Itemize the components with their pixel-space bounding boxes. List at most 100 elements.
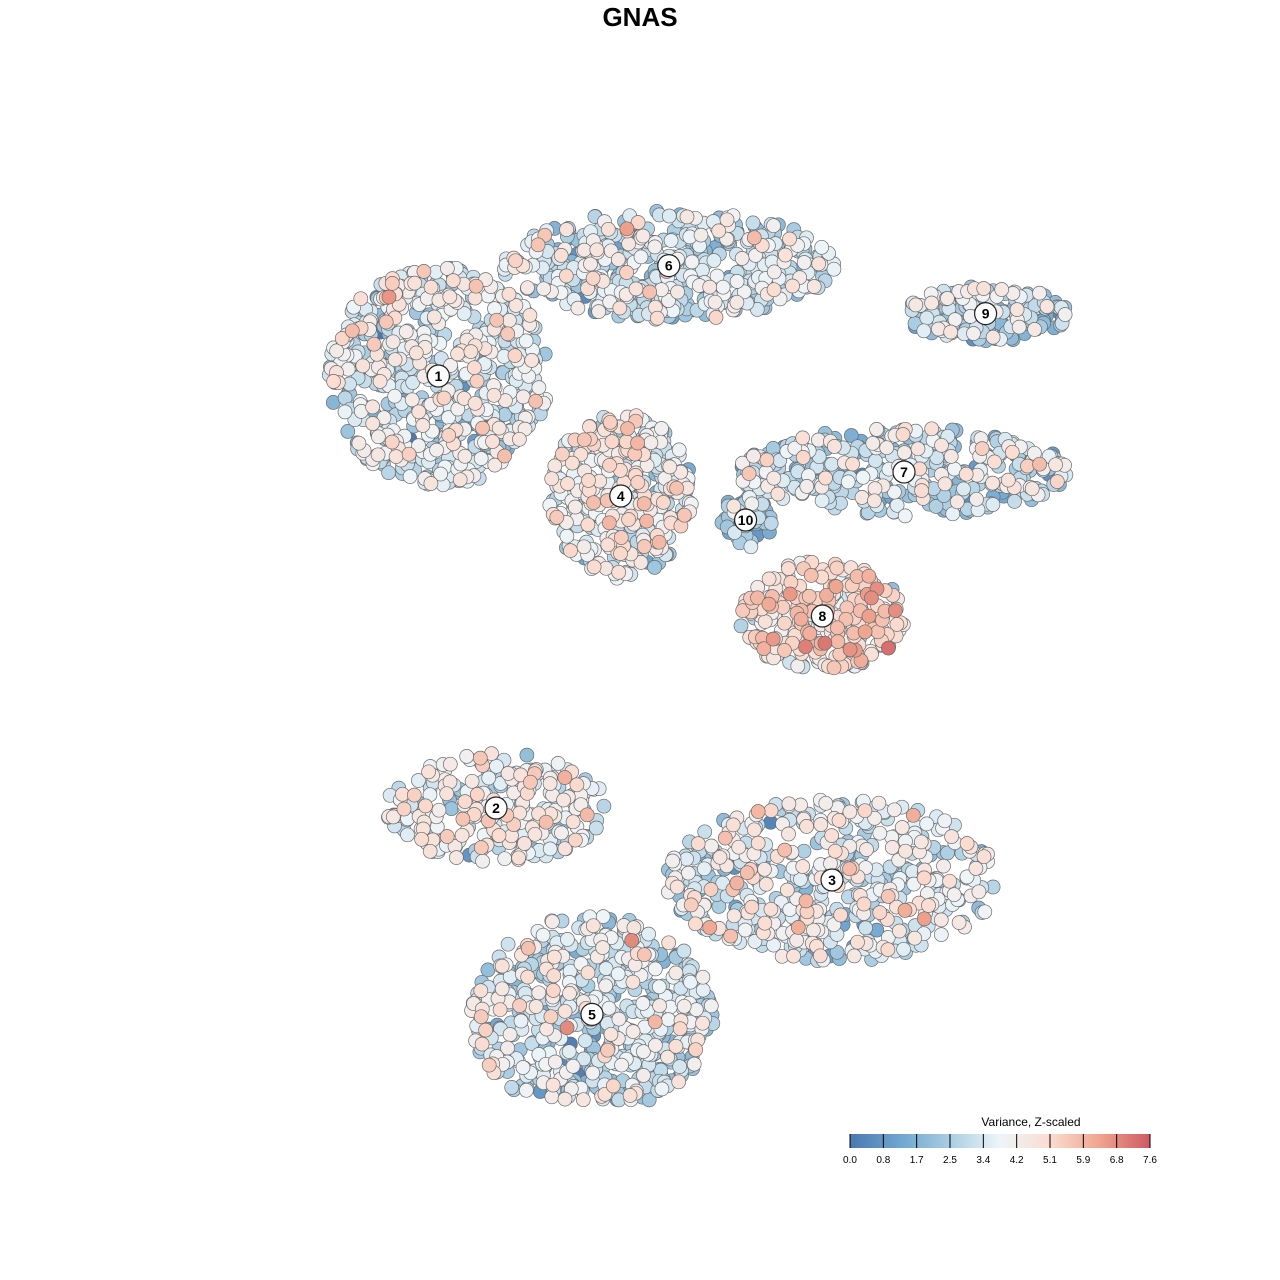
cell-point [491, 828, 507, 843]
cell-point [677, 507, 692, 523]
cell-point [570, 300, 586, 316]
cell-point [384, 434, 400, 450]
cell-point [959, 836, 975, 851]
cell-point [464, 773, 480, 789]
cell-point [406, 787, 422, 803]
cell-point [706, 253, 722, 268]
cell-point [387, 352, 403, 368]
cell-point [402, 469, 418, 484]
cell-point [614, 1057, 629, 1073]
cell-point [813, 817, 829, 832]
cell-point [1011, 319, 1027, 335]
cell-point [365, 416, 381, 431]
cell-point [512, 998, 527, 1013]
cell-point [456, 306, 472, 321]
cell-point [1032, 456, 1047, 472]
colorbar-tick-label: 3.4 [976, 1155, 990, 1166]
cell-point [586, 559, 602, 575]
cell-point [921, 898, 936, 913]
cell-point [519, 747, 535, 763]
cell-point [542, 841, 558, 857]
cell-point [355, 358, 371, 374]
cell-point [576, 242, 592, 258]
cell-point [385, 334, 401, 350]
cluster-label-4: 4 [609, 484, 633, 508]
cell-point [340, 424, 356, 439]
cell-point [366, 336, 382, 352]
cell-point [795, 430, 811, 446]
cell-point [1024, 481, 1040, 497]
cell-point [557, 1091, 573, 1107]
cell-point [600, 1042, 616, 1058]
cell-point [726, 908, 742, 924]
cell-point [865, 435, 881, 451]
cell-point [985, 497, 1001, 512]
cell-point [861, 608, 877, 624]
cell-point [811, 256, 827, 272]
cell-point [656, 495, 671, 510]
cell-point [933, 927, 949, 942]
colorbar-tick-label: 0.0 [843, 1155, 857, 1166]
cell-point [913, 834, 929, 850]
cell-point [881, 640, 896, 656]
cell-point [561, 1044, 577, 1059]
cell-point [547, 1054, 563, 1070]
cell-point [538, 814, 554, 830]
cell-point [944, 829, 959, 844]
cell-point [648, 1037, 663, 1053]
cell-point [1004, 444, 1020, 460]
cell-point [934, 437, 949, 453]
cell-point [663, 233, 679, 248]
cell-point [770, 486, 786, 502]
cell-point [757, 614, 773, 629]
cell-point [795, 450, 811, 465]
cell-point [370, 447, 386, 463]
cell-point [968, 861, 984, 876]
cell-point [672, 1059, 688, 1074]
cell-point [439, 829, 455, 844]
cell-point [421, 764, 436, 780]
cell-point [1027, 322, 1042, 337]
cell-point [734, 251, 750, 266]
cell-point [411, 404, 427, 420]
cell-point [781, 826, 796, 842]
cell-point [781, 796, 797, 812]
cell-point [798, 639, 813, 655]
cell-point [502, 1027, 518, 1042]
cell-point [580, 965, 596, 981]
cell-point [647, 961, 663, 977]
cell-point [686, 1056, 702, 1072]
cell-point [672, 1021, 688, 1037]
cell-point [1007, 494, 1022, 509]
cell-point [543, 1009, 559, 1025]
cell-point [450, 346, 465, 362]
cell-point [936, 858, 951, 874]
cell-point [846, 948, 862, 964]
cell-point [765, 631, 781, 647]
cell-point [620, 421, 635, 436]
cell-point [695, 969, 711, 985]
cell-point [512, 431, 527, 447]
cell-point [702, 279, 718, 295]
cell-point [746, 230, 762, 246]
cell-point [621, 236, 636, 252]
cell-point [586, 495, 601, 511]
cell-point [976, 849, 992, 865]
cell-point [757, 915, 773, 931]
cell-point [500, 1040, 515, 1056]
cell-point [454, 827, 470, 843]
colorbar-tick-label: 7.6 [1143, 1155, 1157, 1166]
cell-point [613, 530, 629, 545]
cell-point [879, 440, 895, 456]
cell-point [1049, 474, 1065, 489]
cell-point [924, 295, 939, 311]
cell-point [949, 494, 965, 510]
cell-point [619, 221, 635, 237]
cell-point [833, 907, 849, 923]
cell-point [763, 901, 779, 917]
cell-point [665, 853, 680, 869]
cell-point [647, 239, 663, 255]
cell-point [546, 968, 562, 984]
cell-point [824, 828, 840, 843]
